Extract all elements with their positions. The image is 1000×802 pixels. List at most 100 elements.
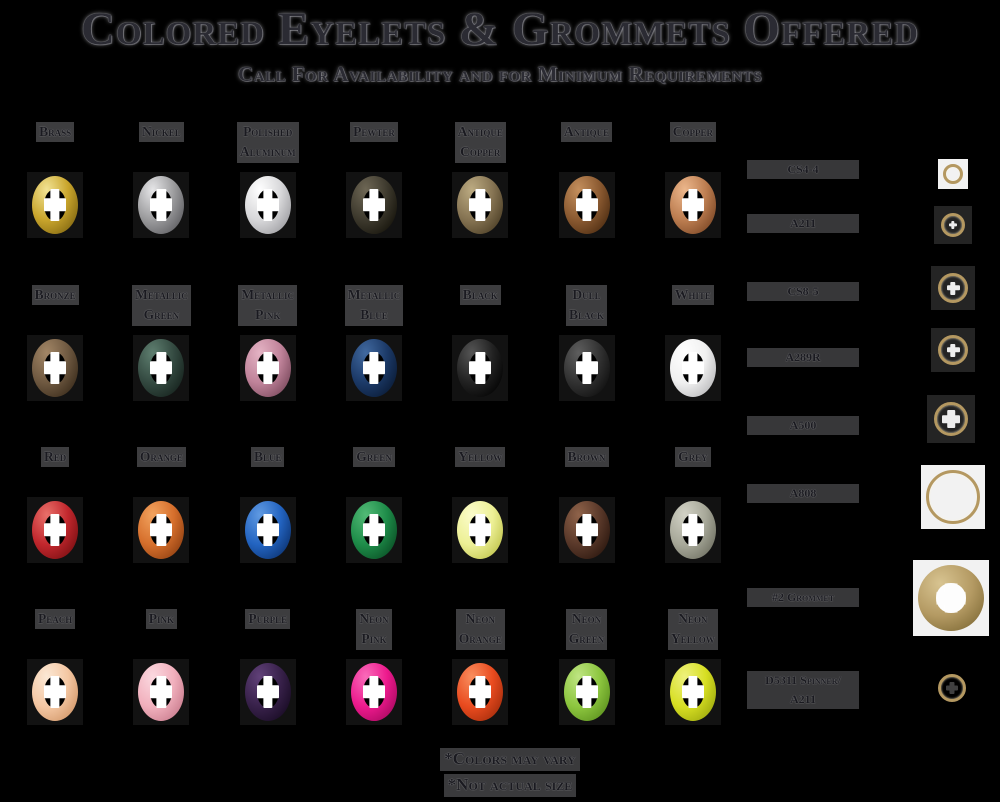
- eyelet-label: Grey: [675, 447, 711, 468]
- eyelet-hole: [256, 514, 279, 546]
- eyelet: [558, 497, 615, 563]
- eyelet-label-box: Blue: [250, 447, 285, 499]
- white-plus-artifact: [44, 514, 67, 546]
- eyelet: [558, 659, 615, 725]
- eyelet-ring: [669, 176, 716, 234]
- eyelet: [345, 659, 402, 725]
- white-plus-artifact: [681, 676, 704, 708]
- eyelet-cell: Grey: [640, 447, 746, 563]
- eyelet-label: Copper: [669, 122, 716, 143]
- white-plus-artifact: [256, 352, 279, 384]
- white-plus-artifact: [362, 189, 385, 221]
- eyelet-cell: Blue: [215, 447, 321, 563]
- eyelet-cell: Peach: [2, 609, 108, 725]
- white-plus-artifact: [575, 514, 598, 546]
- eyelet: [133, 335, 190, 401]
- white-plus-artifact: [575, 189, 598, 221]
- eyelet-label-box: Red: [41, 447, 70, 499]
- eyelet-label-box: Grey: [675, 447, 711, 499]
- eyelet-label: Metallic Pink: [238, 285, 297, 326]
- eyelet-label: Pink: [145, 609, 178, 630]
- white-plus-artifact: [44, 676, 67, 708]
- eyelet: [27, 659, 84, 725]
- eyelet-cell: Purple: [215, 609, 321, 725]
- eyelet-label-box: Peach: [35, 609, 76, 661]
- eyelet: [664, 172, 721, 238]
- eyelet-ring: [138, 663, 185, 721]
- eyelet-size-sample: [938, 674, 966, 702]
- eyelet-ring: [669, 663, 716, 721]
- eyelet-label-box: Purple: [245, 609, 291, 661]
- eyelet-cell: Polished Aluminum: [215, 122, 321, 238]
- white-plus-artifact: [469, 676, 492, 708]
- white-plus-artifact: [946, 281, 960, 295]
- eyelet-label: Neon Pink: [356, 609, 392, 650]
- eyelet: [558, 172, 615, 238]
- page-title: Colored Eyelets & Grommets Offered: [81, 3, 919, 55]
- eyelet-cell: Green: [321, 447, 427, 563]
- white-plus-artifact: [44, 189, 67, 221]
- eyelet-cell: Yellow: [427, 447, 533, 563]
- eyelet-cell: White: [640, 285, 746, 401]
- white-plus-artifact: [681, 514, 704, 546]
- white-plus-artifact: [936, 583, 966, 613]
- eyelet-size-sample: [934, 402, 968, 436]
- eyelet-ring: [350, 501, 397, 559]
- eyelet-hole: [575, 189, 598, 221]
- white-plus-artifact: [44, 352, 67, 384]
- eyelet-ring: [32, 501, 79, 559]
- eyelet-label: Neon Green: [565, 609, 608, 650]
- eyelet-label-box: Brass: [36, 122, 75, 174]
- eyelet: [239, 335, 296, 401]
- eyelet-label-box: Nickel: [139, 122, 184, 174]
- eyelet: [452, 172, 509, 238]
- eyelet-label-box: Black: [459, 285, 501, 337]
- white-plus-artifact: [575, 676, 598, 708]
- footnotes: *Colors may vary *Not actual size: [300, 748, 720, 800]
- eyelet-label: Orange: [136, 447, 186, 468]
- eyelet-cell: Metallic Pink: [215, 285, 321, 401]
- eyelet-label: Bronze: [31, 285, 79, 306]
- eyelet-label-box: Neon Yellow: [667, 609, 718, 661]
- eyelet-ring: [563, 176, 610, 234]
- eyelet-hole: [362, 676, 385, 708]
- eyelet-label-box: Metallic Blue: [344, 285, 404, 337]
- white-plus-artifact: [681, 189, 704, 221]
- eyelet-cell: Brass: [2, 122, 108, 238]
- eyelet-hole: [469, 514, 492, 546]
- eyelet-label-box: Metallic Pink: [238, 285, 297, 337]
- eyelet-ring: [350, 339, 397, 397]
- eyelet: [239, 172, 296, 238]
- eyelet-hole: [150, 676, 173, 708]
- eyelet-cell: Metallic Green: [108, 285, 214, 401]
- eyelet-label: Green: [353, 447, 395, 468]
- footnote-not-actual-size: *Not actual size: [443, 773, 577, 797]
- eyelet-ring: [350, 663, 397, 721]
- eyelet-cell: Dull Black: [533, 285, 639, 401]
- eyelet-label: Purple: [245, 609, 291, 630]
- eyelet-size-sample: [941, 213, 965, 237]
- white-plus-artifact: [256, 189, 279, 221]
- eyelet: [558, 335, 615, 401]
- white-plus-artifact: [150, 352, 173, 384]
- eyelet-row-neons: Peach Pink Purple Neon Pink Neon Orange Neon …: [2, 609, 746, 725]
- eyelet: [452, 659, 509, 725]
- eyelet: [27, 335, 84, 401]
- eyelet-label: Yellow: [455, 447, 506, 468]
- white-plus-artifact: [469, 189, 492, 221]
- eyelet-label: Black: [459, 285, 501, 306]
- size-label: #2 Grommet: [747, 588, 859, 608]
- eyelet-cell: Bronze: [2, 285, 108, 401]
- eyelet-hole: [575, 676, 598, 708]
- eyelet: [133, 659, 190, 725]
- grommet-sample: [918, 565, 984, 631]
- eyelet-label: Peach: [35, 609, 76, 630]
- eyelet-label-box: Antique: [560, 122, 613, 174]
- eyelet-label-box: Orange: [136, 447, 186, 499]
- eyelet-label-box: Copper: [669, 122, 716, 174]
- eyelet-row-standard-colors: Red Orange Blue Green Yellow Brown Grey: [2, 447, 746, 563]
- eyelet-hole: [44, 189, 67, 221]
- eyelet-ring: [138, 339, 185, 397]
- eyelet-ring: [563, 501, 610, 559]
